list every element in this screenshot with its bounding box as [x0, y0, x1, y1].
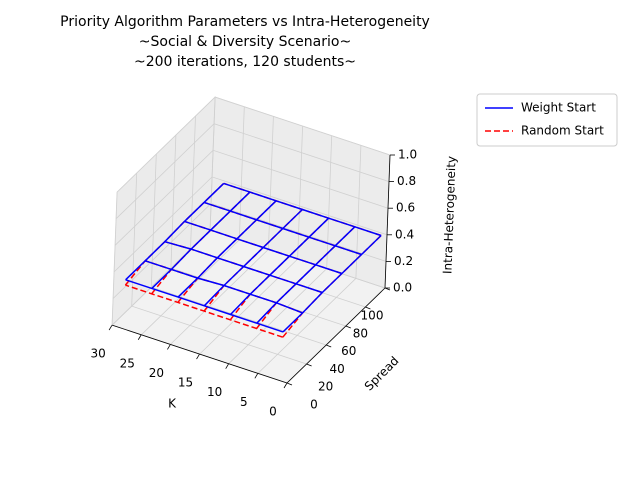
- z-axis: [384, 154, 391, 289]
- y-tick: [286, 382, 293, 386]
- wire-col: [256, 226, 356, 324]
- y-tick-label: 100: [361, 309, 384, 323]
- y-tick: [345, 325, 351, 329]
- y-tick-label: 0: [310, 398, 318, 412]
- x-axis-label: K: [168, 397, 177, 411]
- z-tick-label: 0.6: [396, 201, 415, 215]
- x-axis: [111, 324, 288, 384]
- x-tick: [283, 382, 288, 389]
- x-tick-label: 30: [90, 347, 105, 361]
- legend-label: Weight Start: [521, 101, 596, 115]
- x-tick-label: 20: [149, 366, 164, 380]
- wire-col: [125, 182, 225, 281]
- grid-line: [116, 96, 391, 193]
- y-tick: [326, 344, 332, 348]
- z-tick-label: 0.0: [393, 281, 412, 295]
- x-tick: [108, 324, 113, 331]
- z-tick-label: 0.4: [395, 227, 414, 241]
- x-tick-label: 25: [120, 356, 135, 370]
- grid-line: [113, 176, 388, 273]
- x-tick-label: 0: [269, 405, 277, 419]
- chart-subtitle: ~200 iterations, 120 students~: [134, 54, 356, 70]
- x-tick: [137, 334, 142, 340]
- legend-box: [476, 93, 618, 147]
- x-tick-label: 15: [178, 376, 193, 390]
- wire-col: [151, 191, 251, 289]
- x-tick: [196, 353, 200, 360]
- chart-title: Priority Algorithm Parameters vs Intra-H…: [60, 14, 430, 30]
- wire-col: [177, 200, 277, 298]
- z-tick-label: 1.0: [398, 148, 417, 162]
- wire-col: [229, 217, 330, 316]
- y-tick-label: 40: [330, 362, 345, 376]
- x-tick: [167, 344, 171, 350]
- y-tick-label: 60: [341, 344, 356, 358]
- y-tick: [365, 306, 371, 310]
- y-axis: [286, 287, 386, 384]
- grid-line: [112, 203, 387, 299]
- x-tick-label: 10: [207, 385, 222, 399]
- wire-col: [203, 208, 303, 307]
- y-tick: [306, 363, 312, 367]
- legend-label: Random Start: [521, 124, 604, 138]
- grid-line: [114, 149, 389, 246]
- z-tick-label: 0.8: [397, 174, 416, 188]
- x-tick: [225, 363, 230, 369]
- chart-subtitle: ~Social & Diversity Scenario~: [139, 34, 351, 50]
- y-tick-label: 20: [318, 380, 333, 394]
- x-tick: [254, 373, 259, 379]
- grid-line: [115, 123, 390, 219]
- wire-col: [282, 234, 382, 333]
- x-tick-label: 5: [240, 395, 248, 409]
- z-tick-label: 0.2: [394, 254, 413, 268]
- y-axis-label: Spread: [362, 354, 402, 394]
- y-tick-label: 80: [353, 326, 368, 340]
- z-axis-label: Intra-Heterogeneity: [440, 156, 458, 275]
